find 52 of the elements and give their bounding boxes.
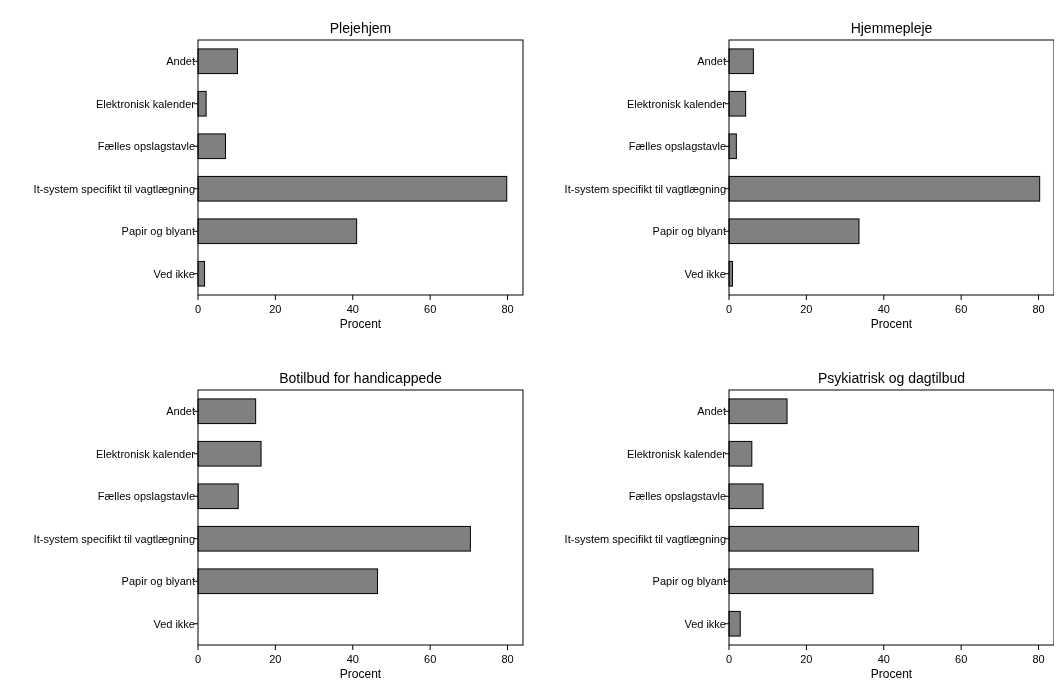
x-tick-label: 0 bbox=[725, 303, 733, 315]
x-tick-label: 20 bbox=[269, 303, 282, 315]
y-tick-label: Ved ikke bbox=[684, 267, 726, 280]
x-tick-label: 40 bbox=[346, 653, 359, 665]
x-tick-label: 20 bbox=[800, 303, 813, 315]
y-tick-label: Elektronisk kalender bbox=[626, 97, 727, 110]
x-tick-label: 40 bbox=[877, 303, 890, 315]
x-tick-label: 80 bbox=[501, 653, 514, 665]
y-tick-label: Elektronisk kalender bbox=[626, 447, 727, 460]
x-tick-label: 60 bbox=[955, 303, 968, 315]
y-tick-label: Elektronisk kalender bbox=[95, 97, 196, 110]
x-axis-title: Procent bbox=[339, 317, 382, 331]
y-tick-label: Andet bbox=[166, 405, 195, 418]
y-tick-label: Andet bbox=[697, 405, 726, 418]
x-tick-label: 0 bbox=[725, 653, 733, 665]
y-tick-label: Papir og blyant bbox=[121, 575, 195, 588]
x-tick-label: 40 bbox=[877, 653, 890, 665]
x-tick-label: 0 bbox=[194, 653, 202, 665]
x-tick-label: 80 bbox=[501, 303, 514, 315]
x-axis-title: Procent bbox=[339, 667, 382, 681]
y-tick-label: Papir og blyant bbox=[121, 225, 195, 238]
y-tick-label: Fælles opslagstavle bbox=[628, 140, 726, 153]
x-tick-label: 80 bbox=[1032, 653, 1045, 665]
y-tick-label: Fælles opslagstavle bbox=[628, 490, 726, 503]
y-tick-label: Ved ikke bbox=[153, 267, 195, 280]
y-tick-label: Papir og blyant bbox=[652, 575, 726, 588]
chart-title: Plejehjem bbox=[329, 20, 392, 36]
y-tick-label: Fælles opslagstavle bbox=[97, 140, 195, 153]
y-tick-label: It-system specifikt til vagtlægning bbox=[33, 182, 195, 195]
chart-title: Hjemmepleje bbox=[850, 20, 933, 36]
y-tick-label: Elektronisk kalender bbox=[95, 447, 196, 460]
y-tick-label: It-system specifikt til vagtlægning bbox=[33, 532, 195, 545]
y-tick-label: Andet bbox=[697, 55, 726, 68]
x-tick-label: 40 bbox=[346, 303, 359, 315]
y-tick-label: It-system specifikt til vagtlægning bbox=[564, 182, 726, 195]
y-tick-label: Fælles opslagstavle bbox=[97, 490, 195, 503]
chart-title: Botilbud for handicappede bbox=[279, 370, 443, 386]
x-tick-label: 20 bbox=[800, 653, 813, 665]
y-tick-label: Ved ikke bbox=[153, 617, 195, 630]
x-tick-label: 60 bbox=[424, 653, 437, 665]
x-tick-label: 60 bbox=[424, 303, 437, 315]
y-tick-label: Andet bbox=[166, 55, 195, 68]
chart-title: Psykiatrisk og dagtilbud bbox=[817, 370, 966, 386]
x-tick-label: 0 bbox=[194, 303, 202, 315]
x-tick-label: 60 bbox=[955, 653, 968, 665]
y-tick-label: Ved ikke bbox=[684, 617, 726, 630]
x-tick-label: 80 bbox=[1032, 303, 1045, 315]
x-tick-label: 20 bbox=[269, 653, 282, 665]
x-axis-title: Procent bbox=[870, 667, 913, 681]
y-tick-label: It-system specifikt til vagtlægning bbox=[564, 532, 726, 545]
y-tick-label: Papir og blyant bbox=[652, 225, 726, 238]
x-axis-title: Procent bbox=[870, 317, 913, 331]
